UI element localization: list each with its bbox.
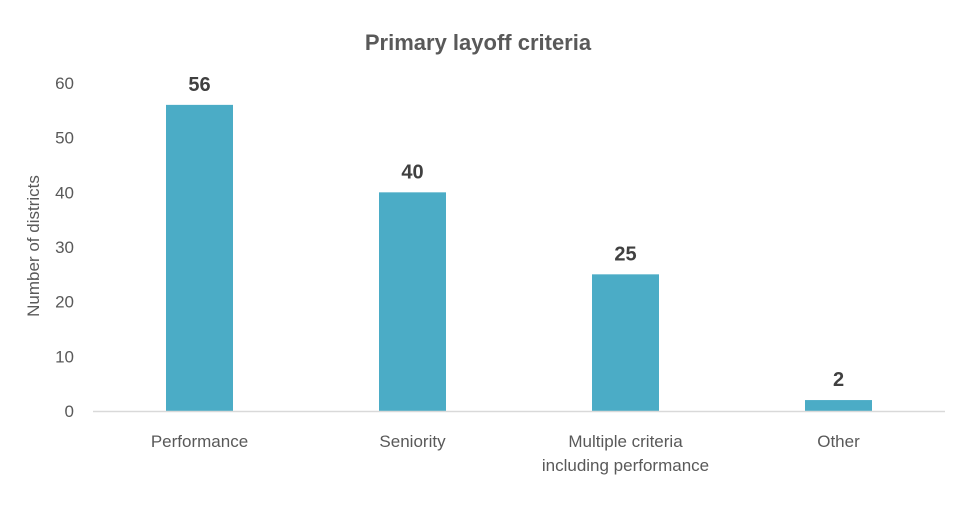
bar <box>166 104 233 411</box>
y-tick-label: 40 <box>55 183 74 202</box>
bar <box>379 192 446 411</box>
bar <box>805 400 872 411</box>
y-axis-ticks: 0 10 20 30 40 50 60 <box>55 74 74 421</box>
data-label: 40 <box>401 161 423 183</box>
x-tick-label-line: Multiple criteria <box>568 432 683 451</box>
x-tick-label: Multiple criteria including performance <box>542 432 709 475</box>
y-tick-label: 10 <box>55 347 74 366</box>
x-tick-label: Performance <box>151 432 248 451</box>
y-tick-label: 0 <box>65 402 74 421</box>
y-axis-label: Number of districts <box>24 175 43 317</box>
data-label: 25 <box>614 243 636 265</box>
x-tick-label-line: Other <box>817 432 860 451</box>
data-labels-group: 56 40 25 2 <box>188 74 844 391</box>
x-tick-label-line: Seniority <box>379 432 446 451</box>
x-tick-label: Seniority <box>379 432 446 451</box>
y-tick-label: 30 <box>55 238 74 257</box>
y-tick-label: 60 <box>55 74 74 93</box>
data-label: 56 <box>188 74 210 96</box>
x-tick-label: Other <box>817 432 860 451</box>
y-tick-label: 50 <box>55 129 74 148</box>
x-tick-label-line: Performance <box>151 432 248 451</box>
bars-group <box>166 104 872 411</box>
chart-title: Primary layoff criteria <box>365 30 592 55</box>
bar <box>592 274 659 411</box>
x-axis-ticks: Performance Seniority Multiple criteria inc… <box>151 432 860 475</box>
data-label: 2 <box>833 369 844 391</box>
y-tick-label: 20 <box>55 293 74 312</box>
x-tick-label-line: including performance <box>542 456 709 475</box>
